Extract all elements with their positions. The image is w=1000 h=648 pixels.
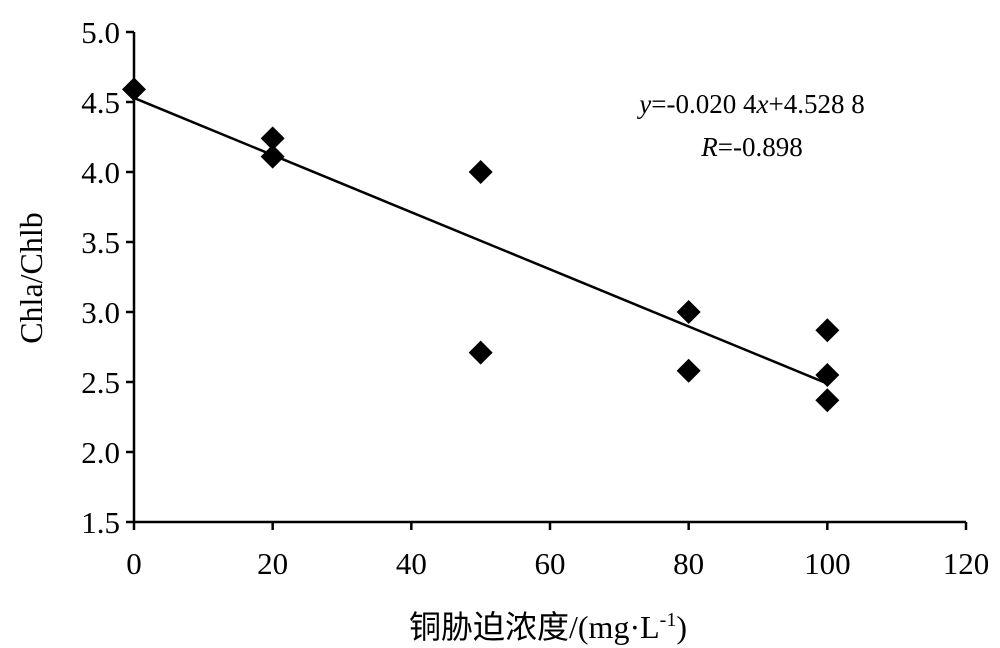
fit-line-group [133,96,828,385]
x-tick-label: 0 [126,546,142,581]
regression-line [133,96,828,385]
data-point [122,77,146,102]
y-tick-label: 4.0 [81,155,120,190]
data-point [815,363,840,387]
y-ticks: 1.5 2.0 2.5 3.0 3.5 4.0 4.5 5.0 [81,15,134,540]
x-tick-label: 60 [535,546,566,581]
y-tick-label: 2.0 [81,435,120,470]
data-point [815,388,840,413]
y-tick-label: 5.0 [81,15,120,50]
data-point [676,300,701,324]
y-tick-label: 3.0 [81,295,120,330]
x-tick-label: 20 [257,546,288,581]
y-tick-label: 4.5 [81,85,120,120]
x-tick-label: 120 [943,546,990,581]
data-point [676,358,701,383]
data-points [122,77,840,413]
data-point [260,144,285,169]
x-tick-label: 80 [673,546,704,581]
x-ticks: 0 20 40 60 80 100 120 [126,522,989,581]
y-tick-label: 3.5 [81,225,120,260]
data-point [260,126,285,151]
y-axis-title: Chla/Chlb [13,212,49,344]
data-point [468,340,493,365]
x-tick-label: 40 [396,546,427,581]
regression-equation: y=-0.020 4x+4.528 8 [636,89,864,119]
x-tick-label: 100 [804,546,851,581]
x-axis-title: 铜胁迫浓度/(mg·L-1) [409,609,687,645]
data-point [815,318,840,343]
correlation-coefficient: R=-0.898 [700,132,802,162]
y-tick-label: 2.5 [81,365,120,400]
y-tick-label: 1.5 [81,505,120,540]
data-point [468,160,493,184]
